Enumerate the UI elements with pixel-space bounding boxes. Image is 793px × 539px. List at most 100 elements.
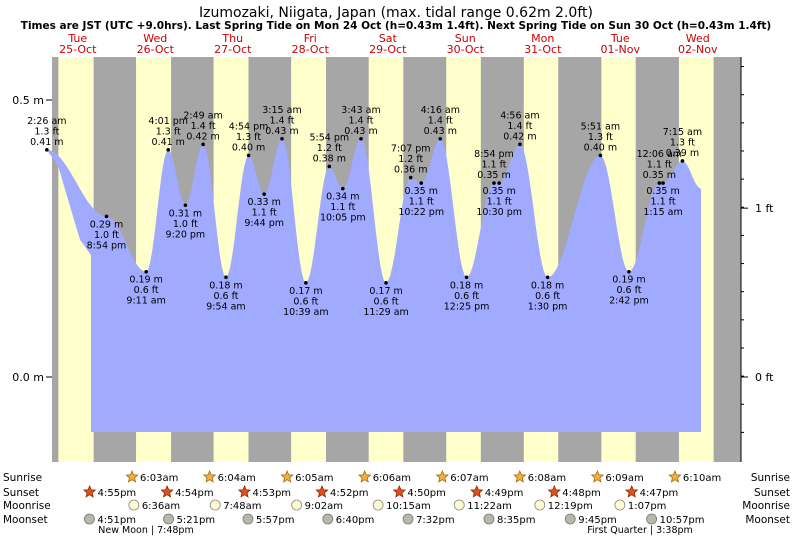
tide-point xyxy=(627,269,631,274)
low-tide-label: 0.35 m xyxy=(405,186,438,197)
moonset-icon xyxy=(84,513,95,525)
day-of-week-label: Wed xyxy=(143,32,167,45)
low-tide-label: 1.1 ft xyxy=(651,197,676,208)
low-tide-label: 0.29 m xyxy=(90,219,123,230)
high-tide-label: 3:43 am xyxy=(341,105,380,116)
high-tide-label: 1.2 ft xyxy=(398,154,423,165)
moonrise-icon xyxy=(128,499,140,511)
tide-point xyxy=(246,153,251,158)
date-label: 02-Nov xyxy=(678,43,718,56)
low-tide-label: 0.35 m xyxy=(646,186,679,197)
tide-point xyxy=(497,181,501,185)
day-of-week-label: Tue xyxy=(610,32,630,45)
moonrise-time: 10:15am xyxy=(386,501,431,512)
high-tide-label: 1.4 ft xyxy=(269,115,294,126)
sunrise-icon xyxy=(668,469,682,483)
low-tide-label: 1.1 ft xyxy=(330,202,355,213)
high-tide-label: 0.42 m xyxy=(503,131,536,142)
high-tide-label: 1.1 ft xyxy=(481,160,506,171)
low-tide-label: 0.6 ft xyxy=(454,291,479,302)
moonset-icon xyxy=(242,513,254,525)
high-tide-label: 1.3 ft xyxy=(156,126,181,137)
sunrise-icon xyxy=(513,469,527,483)
low-tide-label: 1:15 am xyxy=(643,207,682,218)
moonrise-icon xyxy=(453,499,465,511)
low-tide-label: 0.6 ft xyxy=(134,285,159,296)
moonset-row-label-left: Moonset xyxy=(3,514,48,526)
moonset-time: 6:40pm xyxy=(336,515,375,526)
daylight-band xyxy=(58,57,94,462)
low-tide-label: 0.33 m xyxy=(247,197,280,208)
high-tide-label: 0.43 m xyxy=(424,126,457,137)
low-tide-label: 0.18 m xyxy=(531,280,564,291)
tide-point xyxy=(327,164,332,169)
low-tide-label: 0.18 m xyxy=(450,280,483,291)
tide-point xyxy=(657,181,662,185)
low-tide-label: 0.17 m xyxy=(369,286,402,297)
high-tide-label: 2:26 am xyxy=(27,116,66,127)
moonset-icon xyxy=(564,513,576,525)
high-tide-label: 0.36 m xyxy=(394,165,427,176)
moonrise-time: 9:02am xyxy=(305,501,343,512)
low-tide-label: 0.17 m xyxy=(289,286,322,297)
high-tide-label: 3:15 am xyxy=(262,105,301,116)
high-tide-label: 0.39 m xyxy=(666,148,699,159)
high-tide-label: 1.4 ft xyxy=(507,121,532,132)
date-label: 26-Oct xyxy=(137,43,175,56)
low-tide-label: 1.1 ft xyxy=(487,197,512,208)
moonrise-time: 6:36am xyxy=(142,501,180,512)
moonset-icon xyxy=(646,513,658,525)
moonset-icon xyxy=(483,513,495,525)
low-tide-label: 1.1 ft xyxy=(252,208,277,219)
date-label: 28-Oct xyxy=(292,43,330,56)
sunrise-time: 6:09am xyxy=(605,473,643,484)
sunset-time: 4:55pm xyxy=(98,488,137,499)
high-tide-label: 0.35 m xyxy=(477,170,510,181)
moonrise-icon xyxy=(534,499,546,511)
moonrise-time: 12:19pm xyxy=(548,501,593,512)
low-tide-label: 0.6 ft xyxy=(535,291,560,302)
sunset-time: 4:52pm xyxy=(330,488,369,499)
tide-point xyxy=(384,281,388,285)
date-label: 25-Oct xyxy=(59,43,97,56)
low-tide-label: 9:44 pm xyxy=(244,218,284,229)
low-tide-label: 0.34 m xyxy=(326,192,359,203)
high-tide-label: 0.40 m xyxy=(584,142,617,153)
day-labels: Tue25-OctWed26-OctThu27-OctFri28-OctSat2… xyxy=(59,32,718,56)
low-tide-label: 8:54 pm xyxy=(87,240,127,251)
tide-point xyxy=(408,175,413,180)
high-tide-label: 2:49 am xyxy=(183,110,222,121)
left-tick-label: 0.5 m xyxy=(12,94,44,107)
tide-point xyxy=(262,192,266,196)
day-of-week-label: Fri xyxy=(304,32,317,45)
sunrise-row-label-right: Sunrise xyxy=(751,472,790,484)
high-tide-label: 0.41 m xyxy=(152,137,185,148)
moonset-icon xyxy=(402,513,414,525)
high-tide-label: 1.4 ft xyxy=(191,121,216,132)
low-tide-label: 1.0 ft xyxy=(173,219,198,230)
high-tide-label: 5:51 am xyxy=(581,121,620,132)
sunrise-icon xyxy=(202,469,217,483)
moonset-time: 5:21pm xyxy=(177,515,216,526)
moonset-time: 9:45pm xyxy=(578,515,617,526)
low-tide-label: 0.35 m xyxy=(482,186,515,197)
moonrise-icon xyxy=(291,499,303,511)
axes: 0.5 m 0.0 m 1 ft 0 ft xyxy=(12,57,774,462)
low-tide-label: 0.19 m xyxy=(612,275,645,286)
tide-point xyxy=(201,142,205,147)
date-label: 27-Oct xyxy=(214,43,252,56)
tide-area xyxy=(46,138,702,433)
tide-area-path xyxy=(46,138,702,433)
sunset-icon xyxy=(82,484,97,498)
high-tide-label: 8:54 pm xyxy=(474,149,514,160)
tide-point xyxy=(45,148,49,152)
high-tide-label: 4:56 am xyxy=(500,110,539,121)
moonset-time: 10:57pm xyxy=(660,515,705,526)
sunset-icon xyxy=(392,484,407,498)
high-tide-label: 1.1 ft xyxy=(647,160,672,171)
sunrise-time: 6:07am xyxy=(450,473,488,484)
sunset-icon xyxy=(470,484,484,498)
moonrise-time: 7:48am xyxy=(223,501,261,512)
day-of-week-label: Wed xyxy=(686,32,710,45)
